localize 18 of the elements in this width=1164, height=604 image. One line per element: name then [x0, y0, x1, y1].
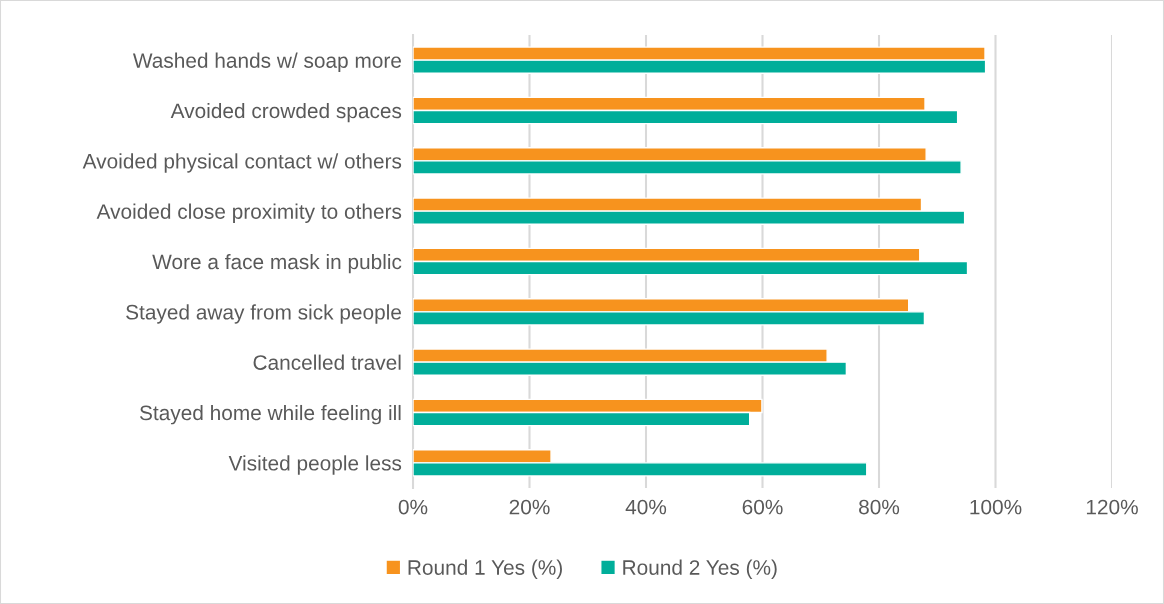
x-tick-label: 60%	[742, 499, 783, 515]
x-tick-label: 120%	[1086, 499, 1138, 515]
y-tick-label: Wore a face mask in public	[152, 253, 402, 274]
y-tick-label: Stayed home while feeling ill	[139, 404, 401, 425]
legend-label: Round 1 Yes (%)	[408, 559, 562, 579]
y-tick-label: Avoided physical contact w/ others	[82, 153, 402, 173]
y-tick-label: Avoided close proximity to others	[96, 203, 402, 224]
y-tick-label: Stayed away from sick people	[126, 304, 401, 324]
y-tick-label: Washed hands w/ soap more	[132, 52, 401, 73]
x-tick-label: 100%	[970, 499, 1022, 515]
legend-label: Round 2 Yes (%)	[623, 559, 777, 579]
x-tick-label: 20%	[509, 499, 550, 515]
x-tick-label: 80%	[859, 499, 900, 515]
y-tick-label: Visited people less	[228, 455, 402, 475]
y-tick-label: Avoided crowded spaces	[170, 102, 402, 123]
x-tick-label: 40%	[625, 499, 667, 515]
x-tick-label: 0%	[398, 499, 428, 515]
y-tick-label: Cancelled travel	[253, 354, 401, 370]
